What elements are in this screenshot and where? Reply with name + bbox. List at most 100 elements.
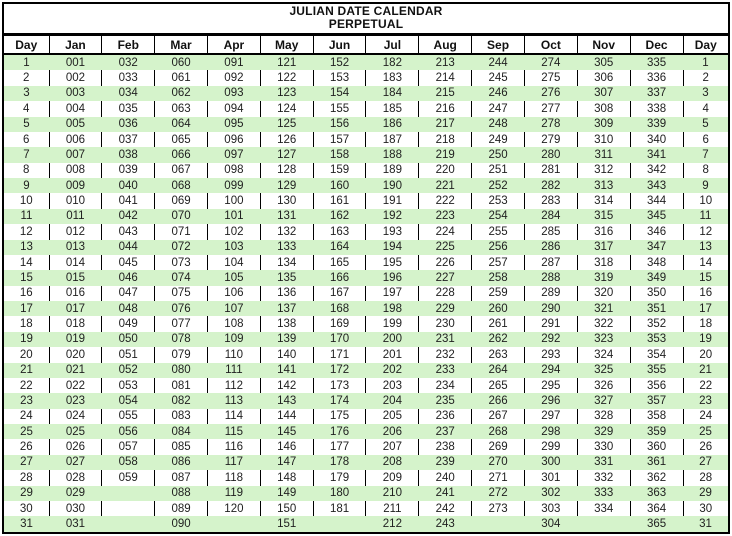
table-row: 9 009 040 068 099 129 160 190 221 252 282 313 343 9 [4, 178, 728, 194]
page-subtitle: PERPETUAL [328, 17, 404, 31]
day-cell-left: 3 [4, 85, 49, 102]
title-box: JULIAN DATE CALENDAR PERPETUAL [4, 4, 728, 36]
julian-cell-aug: 226 [418, 254, 472, 271]
julian-cell-may: 149 [260, 485, 314, 501]
julian-cell-oct: 288 [524, 270, 578, 286]
julian-cell-sep: 244 [471, 54, 525, 71]
julian-cell-jan: 009 [49, 178, 102, 194]
julian-cell-jun: 171 [312, 347, 366, 363]
julian-cell-nov: 306 [576, 70, 631, 86]
day-cell-left: 2 [4, 70, 49, 86]
julian-cell-may: 147 [260, 454, 314, 471]
table-row: 14 014 045 073 104 134 165 195 226 257 287 318 348 14 [4, 254, 728, 271]
day-cell-right: 4 [682, 101, 728, 117]
julian-cell-nov: 327 [577, 393, 631, 409]
table-row: 1 001 032 060 091 121 152 182 213 244 274 305 335 1 [4, 54, 728, 71]
julian-cell-sep: 250 [471, 147, 525, 163]
julian-cell-jan: 003 [49, 85, 102, 102]
day-cell-right: 24 [682, 408, 728, 425]
julian-cell-may: 142 [259, 377, 314, 394]
julian-cell-aug: 215 [418, 85, 472, 102]
julian-cell-nov: 321 [577, 301, 631, 317]
julian-cell-apr: 104 [206, 254, 261, 271]
julian-cell-may: 129 [260, 178, 314, 194]
julian-cell-feb [101, 485, 155, 501]
header-month-jun: Jun [312, 36, 366, 55]
julian-cell-jun: 177 [312, 439, 366, 455]
julian-cell-aug: 218 [418, 131, 472, 148]
julian-cell-jun: 153 [312, 70, 366, 86]
julian-cell-jan: 014 [48, 254, 102, 271]
day-cell-right: 10 [682, 193, 728, 209]
julian-cell-jul: 201 [365, 347, 419, 363]
julian-cell-aug: 233 [418, 362, 472, 378]
julian-cell-mar: 066 [154, 147, 208, 163]
julian-cell-mar: 078 [154, 331, 208, 348]
julian-cell-dec: 349 [630, 270, 683, 286]
julian-cell-may: 137 [260, 301, 314, 317]
julian-cell-mar: 067 [154, 162, 208, 179]
julian-cell-may: 138 [259, 316, 314, 332]
julian-cell-jun: 160 [313, 178, 366, 194]
julian-cell-jan: 002 [48, 70, 102, 86]
table-row: 11 011 042 070 101 131 162 192 223 254 284 315 345 11 [4, 208, 728, 225]
julian-cell-sep: 248 [471, 116, 525, 132]
julian-cell-mar: 083 [154, 408, 208, 425]
day-cell-right: 20 [682, 347, 728, 363]
julian-cell-apr: 100 [206, 193, 261, 209]
julian-cell-aug: 236 [418, 408, 472, 425]
julian-cell-aug: 217 [418, 116, 472, 132]
julian-cell-may: 150 [259, 500, 314, 517]
julian-cell-jan: 011 [49, 208, 102, 225]
julian-cell-apr: 098 [206, 162, 261, 179]
julian-cell-sep: 257 [471, 254, 525, 271]
julian-cell-mar: 084 [154, 424, 208, 440]
julian-cell-may: 125 [260, 116, 314, 132]
day-cell-left: 5 [4, 116, 49, 132]
julian-cell-dec: 352 [629, 316, 683, 332]
day-cell-right: 2 [682, 70, 728, 86]
julian-cell-aug: 227 [418, 270, 472, 286]
julian-cell-aug: 213 [418, 54, 472, 71]
julian-cell-jun: 165 [312, 254, 366, 271]
julian-cell-feb: 052 [101, 362, 155, 378]
julian-cell-jan: 005 [49, 116, 102, 132]
julian-cell-nov: 326 [576, 377, 631, 394]
julian-cell-jul: 212 [365, 516, 419, 532]
julian-cell-jun: 169 [312, 316, 366, 332]
julian-cell-apr: 112 [206, 377, 261, 394]
julian-cell-dec: 342 [629, 162, 683, 179]
day-cell-left: 26 [4, 439, 49, 455]
day-cell-left: 22 [4, 377, 49, 394]
julian-cell-aug: 225 [418, 239, 472, 255]
julian-cell-dec: 358 [629, 408, 683, 425]
day-cell-left: 4 [4, 101, 49, 117]
julian-cell-may: 141 [260, 362, 314, 378]
table-row: 3 003 034 062 093 123 154 184 215 246 276 307 337 3 [4, 85, 728, 102]
julian-cell-may: 143 [260, 393, 314, 409]
julian-cell-apr: 118 [206, 470, 261, 486]
julian-cell-may: 124 [259, 101, 314, 117]
julian-cell-sep: 266 [471, 393, 525, 409]
julian-cell-oct: 276 [524, 85, 578, 102]
header-month-dec: Dec [629, 36, 683, 55]
julian-cell-feb: 059 [101, 470, 155, 486]
julian-cell-feb: 056 [101, 424, 155, 440]
julian-cell-nov: 318 [576, 254, 631, 271]
header-day-right: Day [682, 36, 728, 55]
julian-cell-feb: 044 [101, 239, 155, 255]
julian-cell-aug: 219 [418, 147, 472, 163]
julian-cell-sep [471, 516, 525, 532]
julian-cell-jul: 206 [365, 424, 419, 440]
julian-cell-apr: 095 [207, 116, 261, 132]
julian-cell-may: 146 [259, 439, 314, 455]
julian-cell-jun: 155 [312, 101, 366, 117]
julian-cell-feb: 049 [101, 316, 155, 332]
julian-cell-aug: 234 [418, 377, 472, 394]
julian-cell-jul: 203 [365, 377, 419, 394]
julian-cell-mar: 080 [154, 362, 208, 378]
day-cell-left: 29 [4, 485, 49, 501]
julian-cell-jul: 189 [365, 162, 419, 179]
julian-cell-aug: 230 [418, 316, 472, 332]
julian-cell-nov: 305 [577, 54, 631, 71]
